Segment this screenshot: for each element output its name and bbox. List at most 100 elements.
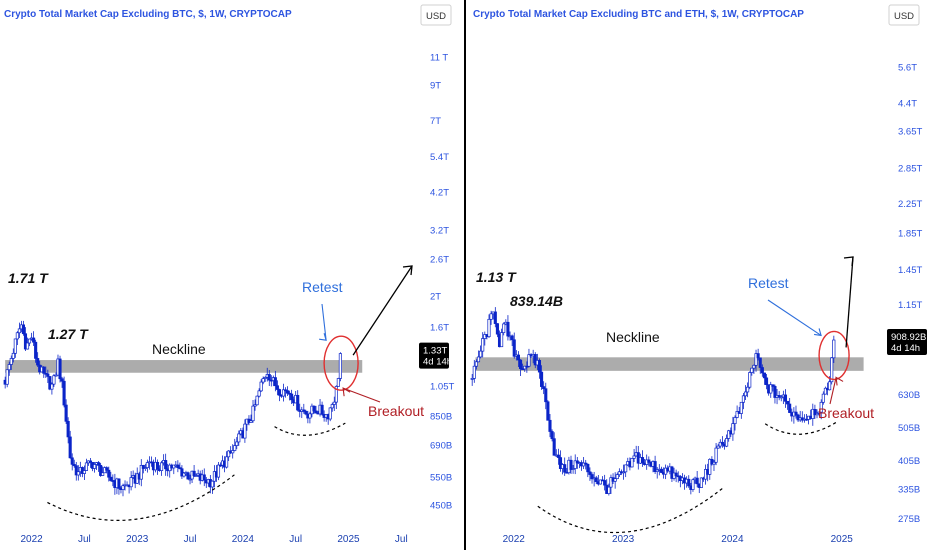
left-candle-body [218,464,223,467]
left-candle-body [68,436,72,459]
left-candle-body [261,378,265,383]
right-y-tick-label: 2.25T [898,199,922,210]
left-candle-body [25,342,30,350]
right-handle-dashed-arrow [764,421,837,435]
right-y-tick-label: 1.45T [898,265,922,276]
right-candle-body [575,460,579,464]
left-candle-body [188,478,192,481]
right-candle-body [714,447,718,463]
right-candle-body [586,463,590,473]
right-currency-box [888,4,920,26]
left-candle-body [66,420,70,438]
left-candle-body [255,395,259,406]
left-candle-body [70,457,74,465]
right-candle-body [500,332,504,348]
right-candle-body [584,462,588,465]
left-candle-body [13,338,17,354]
left-x-tick-label: Jul [395,534,408,545]
right-candle-body [527,354,531,367]
right-neckline-label: Neckline [606,329,660,345]
left-candle-body [277,389,281,396]
right-candle-body [746,386,750,393]
right-candle-body [493,311,497,324]
left-y-tick-label: 11 T [430,52,448,63]
left-retest-label: Retest [302,279,343,295]
right-candle-body [695,477,699,485]
right-candle-body [754,353,758,366]
right-candle-body [659,468,663,473]
right-candle-body [794,411,798,416]
right-candle-body [758,357,762,368]
right-candle-body [533,354,537,366]
left-candle-body [141,465,145,469]
right-level-label: 839.14B [510,293,563,309]
left-level-label: 1.27 T [48,326,89,342]
left-candle-body [249,420,253,423]
left-candle-body [263,377,267,379]
left-candle-body [105,467,109,471]
right-candle-body [815,413,819,416]
right-candle-body [786,400,790,405]
left-y-tick-label: 1.6T [430,323,449,334]
left-candle-body [308,413,312,419]
left-candle-body [296,394,300,411]
left-candle-body [82,470,86,474]
left-y-tick-label: 690B [430,441,452,452]
right-candle-body [495,323,499,335]
right-candle-body [655,469,659,472]
right-y-tick-label: 5.6T [898,62,917,73]
right-candle-body [632,455,636,459]
right-candle-body [548,419,552,432]
right-candle-body [630,458,634,468]
left-projection-arrowhead [402,265,413,276]
right-candle-body [832,339,836,359]
right-candle-body [647,459,651,463]
right-candle-body [828,381,832,391]
right-candle-body [670,466,674,479]
right-y-tick-label: 630B [898,390,920,401]
right-breakout-label: Breakout [818,405,874,421]
right-neckline-band [475,357,864,371]
left-candle-body [176,464,180,469]
right-x-tick-label: 2022 [503,534,526,545]
left-last-price-label: 1.33T [423,346,447,357]
left-candle-body [129,477,133,488]
right-candle-body [550,431,554,440]
right-candle-body [777,395,781,398]
right-candle-body [733,417,737,424]
left-candle-body [275,385,279,390]
left-candle-body [88,460,93,463]
right-candle-body [552,438,556,456]
right-last-price-label: 908.92B [891,332,926,343]
right-candle-body [590,474,594,480]
left-candle-body [180,468,184,477]
left-cup-dashed-arrow [47,474,235,521]
right-candle-body [725,438,729,447]
right-candle-body [727,430,731,439]
left-candle-body [259,381,263,392]
right-candle-body [817,411,821,414]
left-x-tick-label: 2023 [126,534,149,545]
right-candle-body [571,468,575,470]
left-retest-arrowhead [319,333,327,341]
left-y-tick-label: 2.6T [430,255,449,266]
right-candle-body [624,464,628,473]
right-candle-body [741,395,745,403]
left-candle-body [11,352,15,359]
right-candle-body [731,423,735,435]
left-projection-arrow [352,265,413,356]
left-candle-body [328,407,332,420]
right-breakout-arrowhead [835,376,844,386]
left-candle-body [225,456,229,468]
left-y-tick-label: 4.2T [430,187,449,198]
right-candle-body [615,474,619,479]
right-candle-body [569,459,573,470]
right-candle-body [622,471,626,474]
right-candle-body [769,384,773,394]
right-breakout-arrow [829,377,837,405]
left-y-tick-label: 550B [430,472,452,483]
left-candle-body [155,461,160,470]
right-candle-body [756,353,760,359]
left-candle-body [52,375,56,385]
